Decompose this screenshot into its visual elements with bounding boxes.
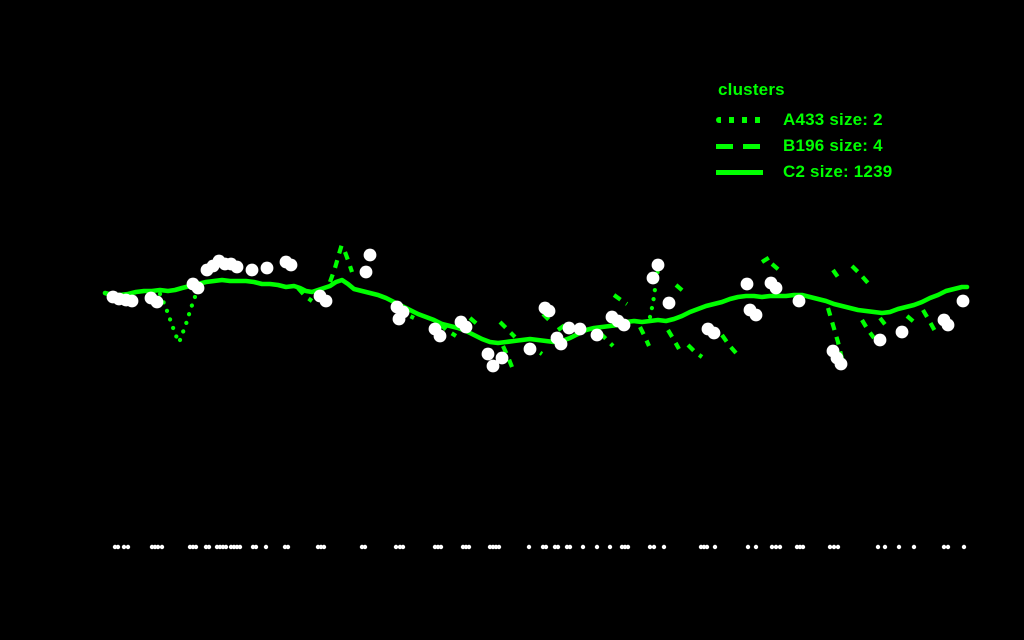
dotted-line-swatch-icon xyxy=(716,117,763,123)
legend-title: clusters xyxy=(718,80,785,99)
legend-label: C2 size: 1239 xyxy=(783,162,893,181)
dashed-line-swatch-icon xyxy=(716,143,763,149)
point-markers xyxy=(106,248,970,373)
legend-label: A433 size: 2 xyxy=(783,110,883,129)
legend: clusters A433 size: 2 B196 size: 4 C2 si… xyxy=(716,80,892,185)
deviating-cluster-segments xyxy=(157,243,938,368)
legend-item-c2: C2 size: 1239 xyxy=(716,159,892,185)
legend-item-b196: B196 size: 4 xyxy=(716,133,892,159)
legend-label: B196 size: 4 xyxy=(783,136,883,155)
legend-item-a433: A433 size: 2 xyxy=(716,107,892,133)
rug-dots xyxy=(112,544,967,550)
c2-main-line xyxy=(102,277,970,346)
solid-line-swatch-icon xyxy=(716,169,763,175)
